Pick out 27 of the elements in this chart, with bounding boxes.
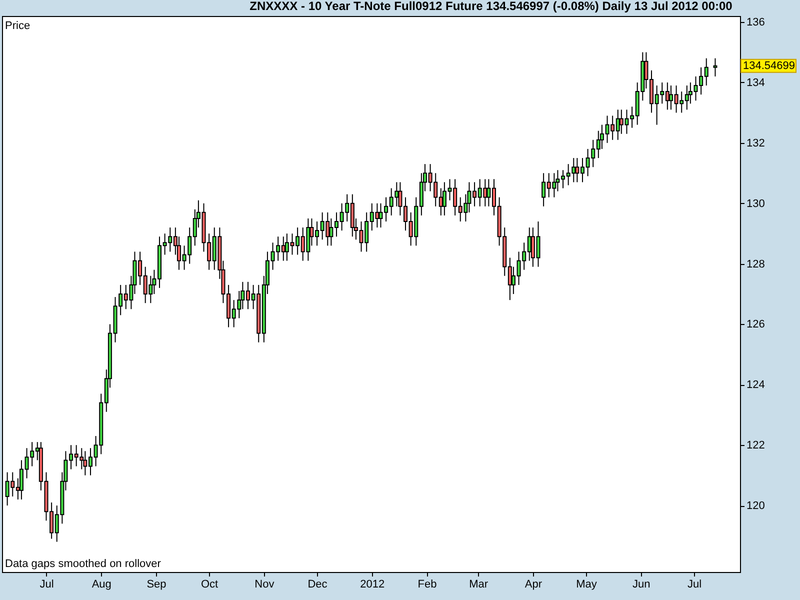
x-tick-label: Jul xyxy=(40,578,54,590)
x-tick-label: Jul xyxy=(687,578,702,590)
candlestick xyxy=(713,58,718,77)
annotation: Data gaps smoothed on rollover xyxy=(5,558,162,570)
y-tick-label: 130 xyxy=(746,198,765,210)
y-tick-label: 134 xyxy=(746,76,765,89)
x-tick-label: Aug xyxy=(92,578,112,590)
x-tick-label: Oct xyxy=(201,578,218,590)
x-tick-label: 2012 xyxy=(360,578,385,590)
x-tick-label: Nov xyxy=(254,578,275,590)
x-tick-label: Apr xyxy=(524,578,542,590)
x-tick-label: Dec xyxy=(308,578,328,590)
chart-title: ZNXXXX - 10 Year T-Note Full0912 Future 134.546997 (-0.08%) Daily 13 Jul 2012 00:00 xyxy=(250,0,733,13)
y-tick-label: 128 xyxy=(746,258,765,270)
x-tick-label: Mar xyxy=(469,578,488,590)
y-axis-title: Price xyxy=(5,20,30,32)
text: 134.54699 xyxy=(743,60,795,72)
y-tick-label: 122 xyxy=(746,440,765,452)
x-tick-label: Jun xyxy=(632,578,650,590)
y-tick-label: 126 xyxy=(746,318,765,331)
x-tick-label: Feb xyxy=(418,578,437,590)
y-tick-label: 136 xyxy=(746,16,765,29)
y-tick-label: 120 xyxy=(746,500,765,512)
x-tick-label: May xyxy=(576,578,598,590)
x-tick-label: Sep xyxy=(146,578,166,590)
y-tick-label: 132 xyxy=(746,137,765,150)
y-tick-label: 124 xyxy=(746,379,765,392)
